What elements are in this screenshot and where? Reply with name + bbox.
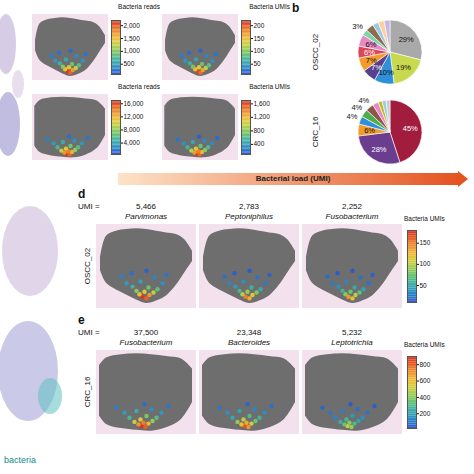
svg-text:29%: 29%: [399, 35, 414, 44]
html-text:Bacteria UMIs: Bacteria UMIs: [404, 341, 445, 348]
html-text:UMI =: UMI =: [78, 202, 100, 211]
html-text:Bacteroides: Bacteroides: [227, 338, 271, 347]
html-text:Bacteria UMIs: Bacteria UMIs: [249, 3, 290, 10]
html-text:Peptoniphilus: Peptoniphilus: [225, 212, 273, 221]
svg-text:3%: 3%: [352, 22, 363, 31]
svg-text:4%: 4%: [346, 112, 357, 121]
svg-text:6%: 6%: [364, 126, 375, 135]
svg-text:12,000: 12,000: [124, 113, 144, 120]
svg-text:600: 600: [420, 377, 431, 384]
svg-text:100: 100: [420, 260, 431, 267]
svg-text:200: 200: [254, 22, 265, 29]
svg-text:400: 400: [420, 393, 431, 400]
svg-text:16,000: 16,000: [124, 100, 144, 107]
html-text:Fusobacterium: Fusobacterium: [325, 212, 379, 221]
html-text:CRC_16: CRC_16: [83, 376, 92, 408]
html-text:e: e: [78, 313, 85, 327]
svg-text:500: 500: [124, 60, 135, 67]
html-text:Bacteria UMIs: Bacteria UMIs: [404, 215, 445, 222]
html-text:2,783: 2,783: [239, 202, 259, 211]
html-text:d: d: [78, 187, 86, 201]
svg-text:45%: 45%: [403, 124, 418, 133]
svg-text:100: 100: [254, 47, 265, 54]
svg-text:400: 400: [254, 140, 265, 147]
svg-text:19%: 19%: [396, 63, 411, 72]
html-text:Bacterial load (UMI): Bacterial load (UMI): [255, 174, 331, 183]
svg-text:6%: 6%: [366, 40, 377, 49]
svg-text:50: 50: [420, 282, 428, 289]
svg-text:7%: 7%: [366, 56, 377, 65]
html-text:UMI =: UMI =: [78, 328, 100, 337]
html-text:Fusobacterium: Fusobacterium: [119, 338, 173, 347]
svg-text:200: 200: [420, 410, 431, 417]
html-text:OSCC_02: OSCC_02: [83, 247, 92, 285]
svg-text:50: 50: [254, 60, 262, 67]
html-text:Parvimonas: Parvimonas: [124, 212, 168, 221]
svg-text:28%: 28%: [372, 145, 387, 154]
html-text:2,252: 2,252: [342, 202, 362, 211]
html-text:23,348: 23,348: [236, 328, 262, 337]
svg-text:8,000: 8,000: [124, 126, 141, 133]
svg-text:7%: 7%: [371, 62, 382, 72]
svg-text:150: 150: [420, 239, 431, 246]
svg-text:2,000: 2,000: [124, 22, 141, 29]
svg-text:150: 150: [254, 35, 265, 42]
html-text:b: b: [292, 1, 300, 15]
html-text:Bacteria UMIs: Bacteria UMIs: [249, 83, 290, 90]
svg-text:800: 800: [254, 127, 265, 134]
svg-text:4,000: 4,000: [124, 139, 141, 146]
html-text:Bacteria reads: Bacteria reads: [118, 83, 160, 90]
svg-text:1,600: 1,600: [254, 100, 271, 107]
html-text:bacteria: bacteria: [4, 455, 36, 465]
html-text:OSCC_02: OSCC_02: [311, 33, 320, 71]
html-text:Leptotrichia: Leptotrichia: [331, 338, 373, 347]
svg-text:1,500: 1,500: [124, 35, 141, 42]
svg-text:1,000: 1,000: [124, 47, 141, 54]
html-text:Bacteria reads: Bacteria reads: [118, 3, 160, 10]
svg-text:1,200: 1,200: [254, 113, 271, 120]
html-text:CRC_16: CRC_16: [311, 116, 320, 148]
svg-text:800: 800: [420, 361, 431, 368]
svg-text:4%: 4%: [358, 96, 369, 105]
svg-text:10%: 10%: [378, 67, 394, 77]
html-text:5,232: 5,232: [342, 328, 362, 337]
svg-text:4%: 4%: [351, 103, 363, 113]
html-text:5,466: 5,466: [136, 202, 156, 211]
svg-text:6%: 6%: [364, 47, 375, 57]
html-text:37,500: 37,500: [133, 328, 159, 337]
